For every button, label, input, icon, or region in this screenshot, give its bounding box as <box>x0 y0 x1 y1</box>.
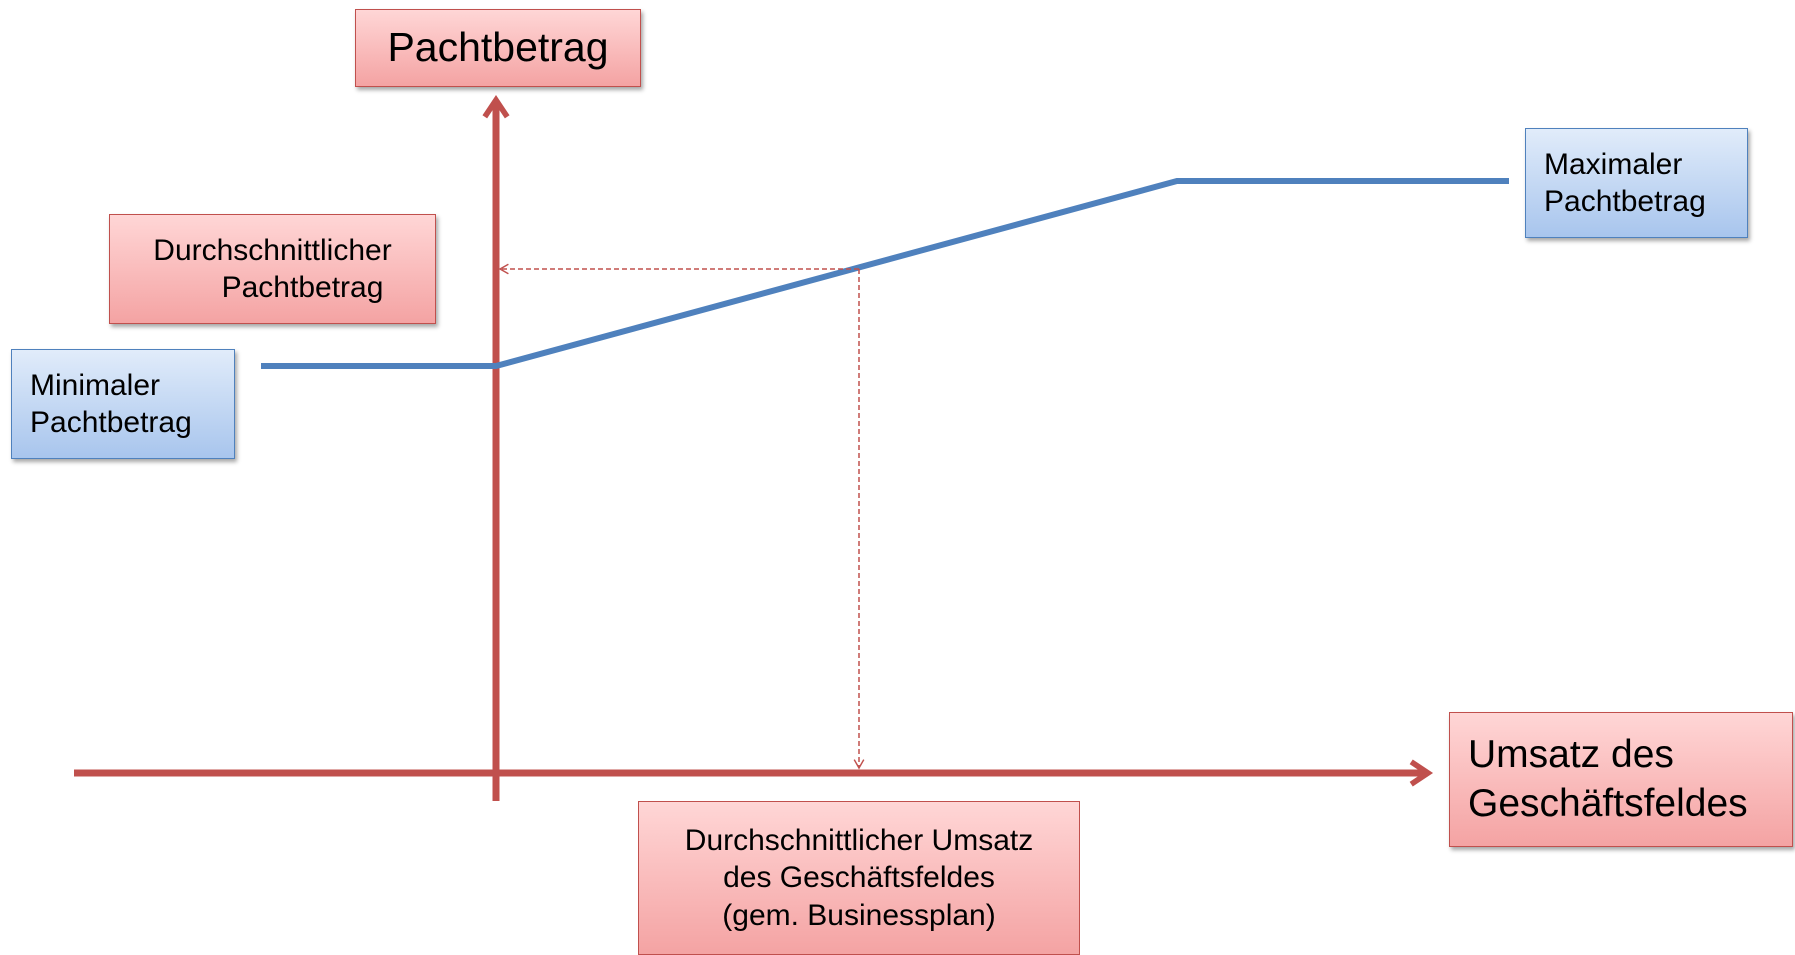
minimum-rent-box: Minimaler Pachtbetrag <box>11 349 235 459</box>
rent-curve <box>261 178 1509 369</box>
minimum-rent-line: Minimaler <box>30 368 161 402</box>
maximum-rent-line: Maximaler <box>1544 147 1683 181</box>
average-rent-line: Durchschnittlicher <box>153 233 392 267</box>
x-axis-label-line: Umsatz des <box>1468 732 1674 776</box>
average-revenue-line: (gem. Businessplan) <box>722 898 996 932</box>
x-axis-label-line: Geschäftsfeldes <box>1468 781 1748 825</box>
y-axis-label-box: Pachtbetrag <box>355 9 641 87</box>
y-axis-label: Pachtbetrag <box>387 24 609 71</box>
average-revenue-box: Durchschnittlicher Umsatz des Geschäftsf… <box>638 801 1080 955</box>
average-revenue-line: des Geschäftsfeldes <box>723 861 995 895</box>
x-axis-label-box: Umsatz des Geschäftsfeldes <box>1449 712 1793 847</box>
average-rent-box: Durchschnittlicher Pachtbetrag <box>109 214 436 324</box>
maximum-rent-line: Pachtbetrag <box>1544 185 1706 218</box>
average-rent-line: Pachtbetrag <box>221 271 384 304</box>
minimum-rent-line: Pachtbetrag <box>30 406 192 439</box>
average-revenue-line: Durchschnittlicher Umsatz <box>684 823 1034 857</box>
maximum-rent-box: Maximaler Pachtbetrag <box>1525 128 1748 238</box>
